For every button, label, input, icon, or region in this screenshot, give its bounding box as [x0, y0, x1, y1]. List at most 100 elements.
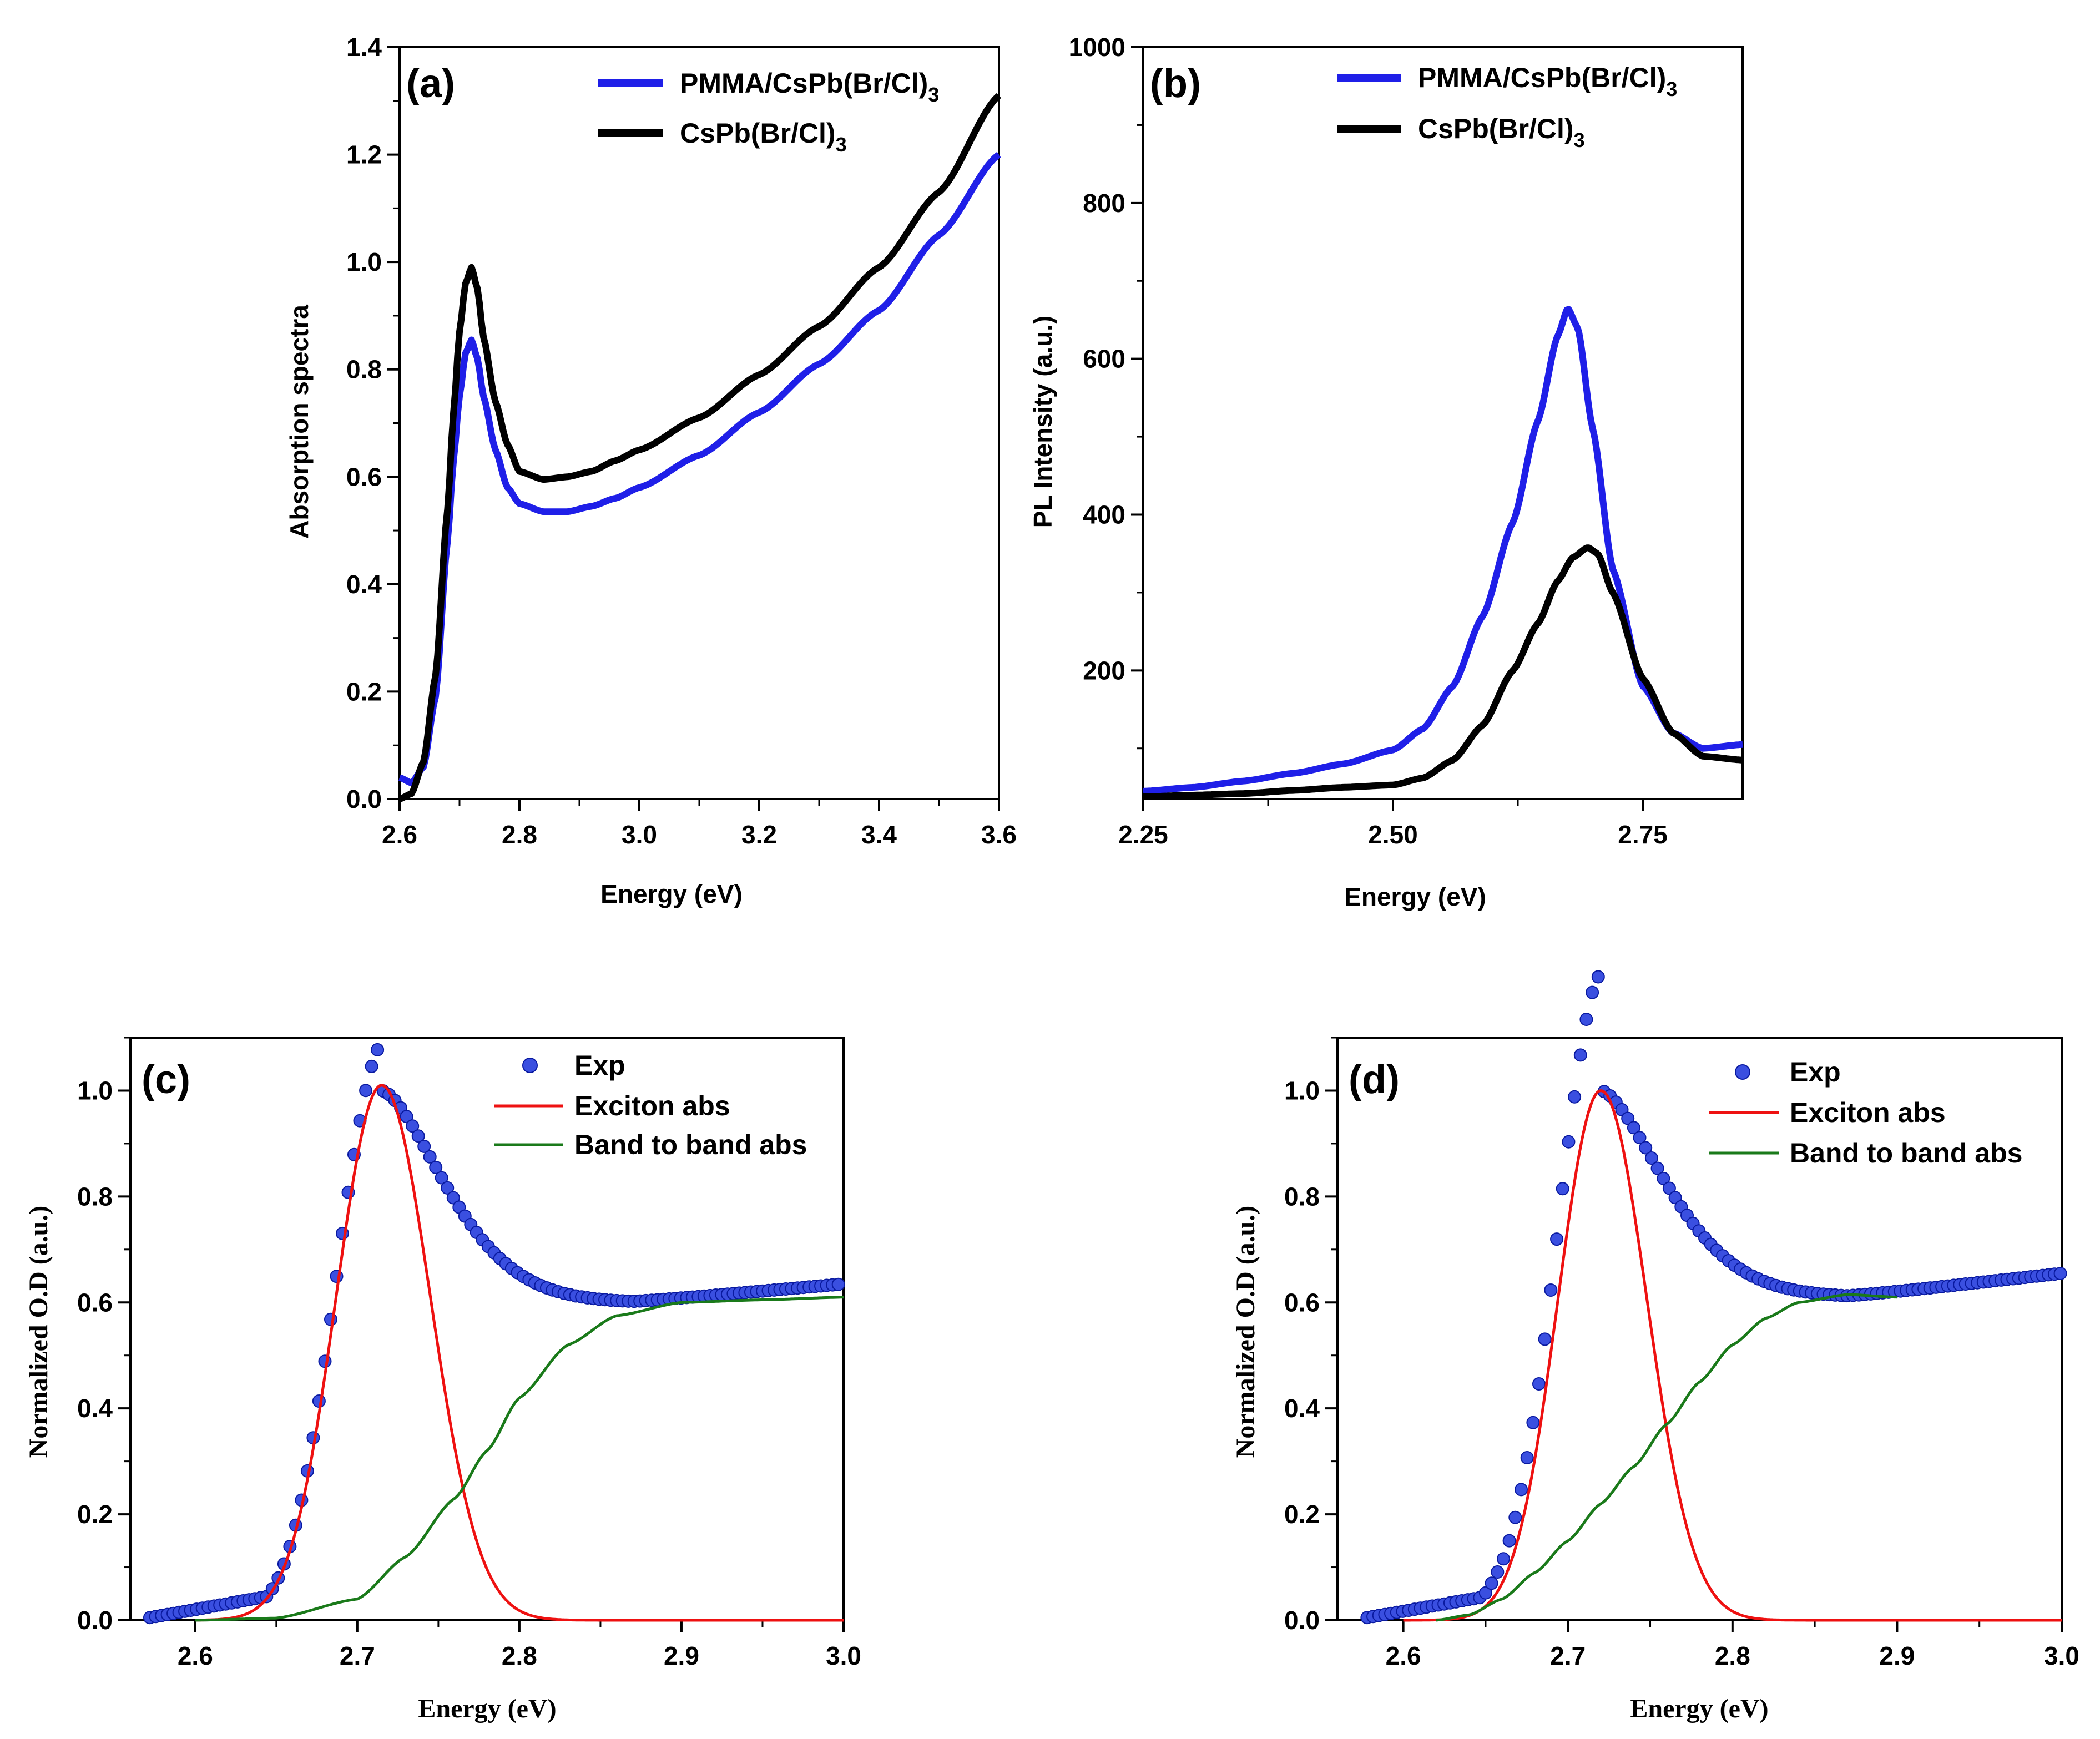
panel-d-letter: (d) [1349, 1058, 1400, 1102]
exciton-fit-line [195, 1084, 844, 1622]
x-tick-label: 2.50 [1368, 820, 1418, 849]
exp-point [1662, 1181, 1676, 1195]
y-tick-label: 0.6 [346, 462, 382, 491]
legend-label-band: Band to band abs [574, 1129, 807, 1160]
y-tick-label: 0.0 [1284, 1606, 1320, 1635]
exp-point [1573, 1048, 1587, 1062]
exp-point [441, 1181, 455, 1195]
y-tick-label: 0.4 [346, 570, 382, 599]
panel-d-frame [1336, 1037, 2063, 1621]
y-tick-label: 0.4 [1284, 1394, 1320, 1423]
x-tick-label: 2.25 [1118, 820, 1168, 849]
exp-point [1579, 1013, 1593, 1026]
x-tick-label: 2.8 [502, 1641, 537, 1670]
legend-label-pmma: PMMA/CsPb(Br/Cl)3 [680, 68, 939, 106]
panel-b-letter: (b) [1150, 62, 1201, 106]
panel-a-xlabel: Energy (eV) [600, 879, 743, 908]
exp-point [446, 1191, 460, 1205]
x-tick-label: 2.8 [1715, 1641, 1750, 1670]
y-tick-label: 0.8 [1284, 1182, 1320, 1211]
exp-point [400, 1110, 413, 1124]
exp-point [1621, 1111, 1635, 1125]
panel-a-ylabel: Absorption spectra [285, 305, 314, 539]
exp-point [365, 1059, 378, 1073]
exp-point [1644, 1151, 1658, 1165]
exp-point [1639, 1141, 1653, 1155]
exp-point [411, 1129, 425, 1143]
panel-c-letter: (c) [142, 1058, 190, 1102]
panel-d: 2.6 2.7 2.8 2.9 3.0 0.0 0.2 0.4 0.6 0.8 1.0 (d) En… [1231, 970, 2079, 1723]
band-fit-line [195, 1296, 844, 1622]
y-tick-label: 1.0 [77, 1076, 113, 1105]
legend-label-exciton: Exciton abs [574, 1090, 730, 1121]
y-tick-label: 200 [1083, 656, 1125, 685]
exp-point [1491, 1565, 1505, 1579]
y-tick-label: 1000 [1069, 33, 1125, 62]
y-tick-label: 0.4 [77, 1394, 113, 1423]
legend-label-exciton: Exciton abs [1790, 1097, 1946, 1128]
band-fit-line [1436, 1293, 1897, 1622]
panel-a-ticks: 2.6 2.8 3.0 3.2 3.4 3.6 0.0 0.2 0.4 0.6 0.8 1.0 1.2 1… [346, 33, 1017, 849]
exp-point [1526, 1416, 1540, 1429]
x-tick-label: 3.0 [2044, 1641, 2079, 1670]
panel-a: 2.6 2.8 3.0 3.2 3.4 3.6 0.0 0.2 0.4 0.6 0.8 1.0 1.2 1… [285, 33, 1017, 908]
exp-point [1627, 1121, 1640, 1135]
exp-point [1478, 1586, 1492, 1600]
panel-b-series [1142, 306, 1744, 800]
legend-label-exp: Exp [1790, 1056, 1841, 1088]
legend-label-pmma: PMMA/CsPb(Br/Cl)3 [1418, 62, 1677, 100]
y-tick-label: 0.6 [77, 1288, 113, 1317]
panel-a-series [398, 93, 1001, 802]
exp-point [1562, 1135, 1576, 1149]
series-line-cspb [1142, 544, 1744, 800]
exp-point [429, 1160, 443, 1174]
panel-b-frame [1142, 46, 1744, 800]
y-tick-label: 0.8 [77, 1182, 113, 1211]
exp-point [1544, 1283, 1558, 1297]
panel-a-legend: PMMA/CsPb(Br/Cl)3 CsPb(Br/Cl)3 [598, 68, 939, 156]
exp-point [1556, 1182, 1569, 1196]
panel-d-series [1360, 970, 2067, 1625]
legend-marker-exp [1735, 1064, 1750, 1080]
panel-d-xlabel: Energy (eV) [1630, 1694, 1768, 1723]
exp-point [1520, 1451, 1534, 1464]
legend-label-exp: Exp [574, 1050, 625, 1081]
exp-point [1650, 1161, 1664, 1175]
panel-a-letter: (a) [406, 62, 455, 106]
panel-c-legend: Exp Exciton abs Band to band abs [494, 1050, 807, 1160]
panel-c-ylabel: Normalized O.D (a.u.) [24, 1206, 53, 1458]
legend-marker-exp [522, 1058, 538, 1073]
exp-point [1532, 1377, 1546, 1391]
x-tick-label: 2.9 [1879, 1641, 1915, 1670]
y-tick-label: 0.2 [346, 677, 382, 706]
x-tick-label: 3.2 [741, 820, 777, 849]
x-tick-label: 2.6 [1386, 1641, 1421, 1670]
exp-point [435, 1171, 448, 1185]
x-tick-label: 3.0 [826, 1641, 861, 1670]
exp-point [1568, 1090, 1582, 1104]
exp-point [1508, 1510, 1522, 1524]
y-tick-label: 0.2 [1284, 1500, 1320, 1529]
exp-point [423, 1150, 437, 1164]
y-tick-label: 0.6 [1284, 1288, 1320, 1317]
y-tick-label: 800 [1083, 189, 1125, 218]
x-tick-label: 2.75 [1618, 820, 1668, 849]
exciton-fit-line [1403, 1089, 2062, 1622]
legend-label-band: Band to band abs [1790, 1138, 2022, 1169]
exp-point [318, 1354, 332, 1368]
y-tick-label: 1.4 [346, 33, 382, 62]
x-tick-label: 2.6 [178, 1641, 213, 1670]
panel-c-xlabel: Energy (eV) [418, 1694, 556, 1723]
exp-point [1550, 1232, 1564, 1246]
y-tick-label: 1.2 [346, 140, 382, 169]
x-tick-label: 2.7 [1550, 1641, 1586, 1670]
panel-d-ylabel: Normalized O.D (a.u.) [1231, 1206, 1260, 1458]
y-tick-label: 0.8 [346, 355, 382, 384]
panel-d-ticks: 2.6 2.7 2.8 2.9 3.0 0.0 0.2 0.4 0.6 0.8 1.0 [1284, 1037, 2079, 1670]
x-tick-label: 2.9 [664, 1641, 699, 1670]
exp-point [1586, 985, 1599, 999]
y-tick-label: 600 [1083, 345, 1125, 373]
exp-point [359, 1084, 373, 1098]
panel-b-xlabel: Energy (eV) [1344, 882, 1486, 911]
y-tick-label: 1.0 [1284, 1076, 1320, 1105]
